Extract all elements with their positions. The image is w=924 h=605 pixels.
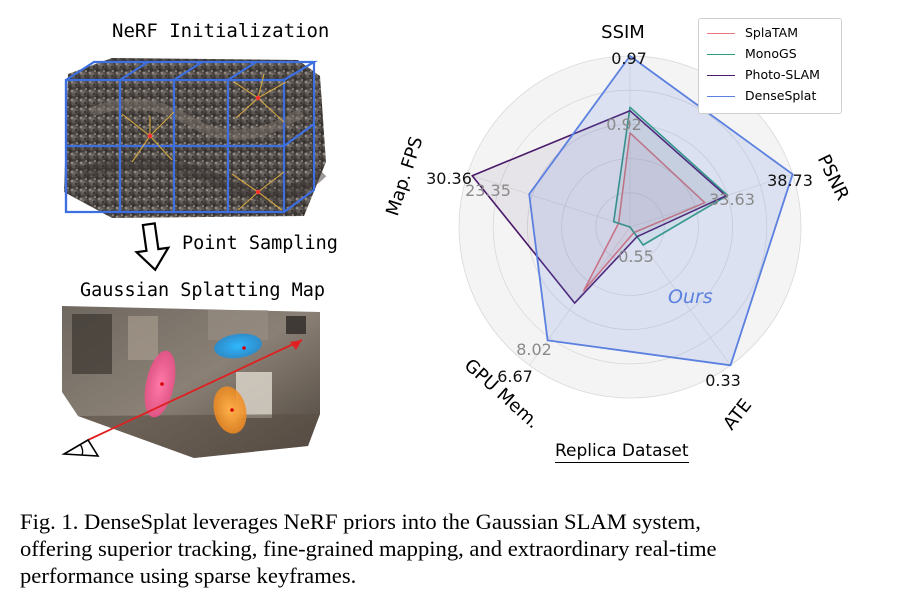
nerf-voxel-pointcloud-image xyxy=(64,58,327,218)
radar-spoke xyxy=(629,226,731,366)
radar-series-photo-slam xyxy=(471,109,727,304)
hollow-down-arrow-icon xyxy=(134,222,171,272)
radar-tick-label: 38.73 xyxy=(767,171,813,190)
radar-tick-label: 0.92 xyxy=(606,115,642,134)
caption-line: offering superior tracking, fine-grained… xyxy=(20,536,717,561)
legend-label: Photo-SLAM xyxy=(745,67,820,82)
radar-series-polygon xyxy=(528,55,794,367)
legend-item-densesplat: DenseSplat xyxy=(707,88,837,104)
radar-series-polygon xyxy=(583,132,706,292)
legend-label: DenseSplat xyxy=(745,88,817,103)
legend-swatch xyxy=(707,33,735,34)
radar-series-densesplat xyxy=(528,55,794,367)
radar-tick-label: 0.33 xyxy=(705,371,741,390)
radar-tick-label: 0.97 xyxy=(611,49,647,68)
legend-swatch xyxy=(707,75,735,76)
radar-series-polygon xyxy=(471,109,727,304)
dataset-label: Replica Dataset xyxy=(555,441,689,463)
point-sampling-label: Point Sampling xyxy=(182,233,338,254)
gaussian-splatting-map-image xyxy=(61,306,320,458)
legend-item-splatam: SplaTAM xyxy=(707,25,837,41)
radar-spoke xyxy=(529,226,631,366)
caption-line: performance using sparse keyframes. xyxy=(20,563,357,588)
gaussian-splatting-map-title: Gaussian Splatting Map xyxy=(80,280,326,301)
legend-swatch xyxy=(707,96,735,97)
radar-axis-label: ATE xyxy=(719,395,756,434)
legend-label: MonoGS xyxy=(745,46,797,61)
chart-legend: SplaTAM MonoGS Photo-SLAM DenseSplat xyxy=(698,18,842,114)
radar-tick-label: 6.67 xyxy=(497,367,533,386)
radar-tick-labels: 0.92 0.97 33.63 38.73 0.55 0.33 8.02 6.67 23.353… xyxy=(426,49,813,390)
ours-annotation: Ours xyxy=(668,286,713,308)
radar-tick-label: 30.36 xyxy=(426,169,472,188)
radar-axis-label: PSNR xyxy=(813,151,853,204)
figure-caption: Fig. 1. DenseSplat leverages NeRF priors… xyxy=(20,508,900,589)
radar-series-splatam xyxy=(583,132,706,292)
radar-axis-label: Map. FPS xyxy=(382,134,427,219)
radar-axis-label: SSIM xyxy=(601,22,645,43)
radar-tick-label: 23.35 xyxy=(465,181,511,200)
radar-spoke xyxy=(629,173,793,228)
radar-spoke xyxy=(467,173,631,228)
legend-label: SplaTAM xyxy=(745,25,799,40)
radar-chart: 0.92 0.97 33.63 38.73 0.55 0.33 8.02 6.67 23.353… xyxy=(382,22,853,434)
nerf-initialization-title: NeRF Initialization xyxy=(112,20,330,42)
legend-item-monogs: MonoGS xyxy=(707,46,837,62)
radar-series-polygon xyxy=(612,106,729,246)
radar-tick-label: 0.55 xyxy=(618,247,654,266)
radar-tick-label: 33.63 xyxy=(709,190,755,209)
radar-tick-label: 8.02 xyxy=(516,340,552,359)
radar-series-monogs xyxy=(612,106,729,246)
legend-item-photo-slam: Photo-SLAM xyxy=(707,67,837,83)
caption-line: Fig. 1. DenseSplat leverages NeRF priors… xyxy=(20,509,701,534)
radar-series xyxy=(471,55,794,367)
legend-swatch xyxy=(707,54,735,55)
